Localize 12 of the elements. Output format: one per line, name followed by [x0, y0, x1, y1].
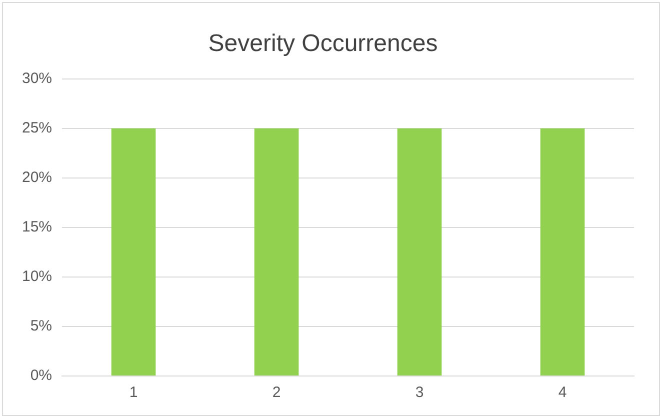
y-tick-label: 0% — [30, 367, 52, 384]
x-tick-label: 4 — [558, 384, 567, 402]
chart-title: Severity Occurrences — [208, 30, 438, 58]
x-tick-label: 2 — [272, 384, 281, 402]
y-tick-label: 10% — [22, 268, 52, 286]
y-tick-label: 25% — [22, 119, 52, 136]
y-tick-label: 5% — [30, 318, 52, 335]
y-tick-label: 30% — [22, 70, 52, 87]
y-tick-label: 20% — [22, 169, 52, 186]
y-tick-label: 15% — [22, 218, 52, 236]
x-tick-label: 1 — [129, 384, 138, 402]
x-tick-label: 3 — [415, 384, 424, 402]
